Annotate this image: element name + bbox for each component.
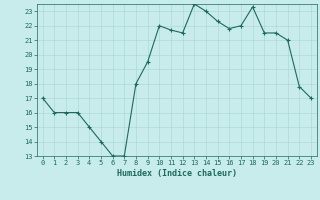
X-axis label: Humidex (Indice chaleur): Humidex (Indice chaleur)	[117, 169, 237, 178]
